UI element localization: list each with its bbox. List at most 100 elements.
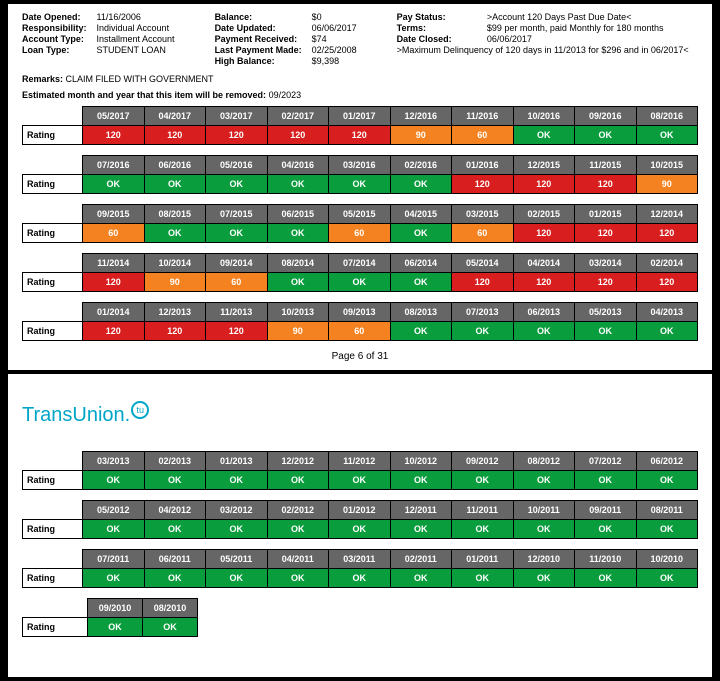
rating-cell: OK	[144, 224, 206, 243]
rating-cell: 60	[83, 224, 145, 243]
month-header: 10/2011	[513, 501, 575, 520]
rating-block: 09/201508/201507/201506/201505/201504/20…	[22, 204, 698, 243]
rating-cell: OK	[88, 618, 143, 637]
rating-cell: 60	[452, 224, 514, 243]
rating-table: 07/201106/201105/201104/201103/201102/20…	[22, 549, 698, 588]
rating-cell: OK	[390, 520, 452, 539]
rating-table: 09/201008/2010RatingOKOK	[22, 598, 198, 637]
row-label: Rating	[23, 569, 83, 588]
month-header: 12/2010	[513, 550, 575, 569]
month-header: 10/2015	[636, 156, 698, 175]
info-value: Individual Account	[97, 23, 175, 33]
month-header: 08/2012	[513, 452, 575, 471]
month-header: 10/2014	[144, 254, 206, 273]
rating-cell: OK	[206, 520, 268, 539]
month-header: 11/2013	[206, 303, 268, 322]
month-header: 06/2013	[513, 303, 575, 322]
info-value: 02/25/2008	[312, 45, 357, 55]
rating-cell: OK	[513, 471, 575, 490]
month-header: 08/2011	[636, 501, 698, 520]
rating-cell: OK	[329, 520, 391, 539]
table-corner	[23, 599, 88, 618]
table-corner	[23, 452, 83, 471]
remarks-label: Remarks:	[22, 74, 63, 84]
rating-cell: 60	[329, 322, 391, 341]
month-header: 01/2011	[452, 550, 514, 569]
month-header: 04/2015	[390, 205, 452, 224]
info-value: >Account 120 Days Past Due Date<	[487, 12, 689, 22]
rating-cell: 120	[267, 126, 329, 145]
rating-cell: OK	[206, 175, 268, 194]
info-value: 06/06/2017	[312, 23, 357, 33]
rating-cell: 120	[513, 273, 575, 292]
rating-cell: OK	[267, 224, 329, 243]
rating-block: 07/201106/201105/201104/201103/201102/20…	[22, 549, 698, 588]
rating-block: 05/201704/201703/201702/201701/201712/20…	[22, 106, 698, 145]
page-footer: Page 6 of 31	[22, 351, 698, 362]
info-label: Loan Type:	[22, 45, 87, 55]
month-header: 01/2015	[575, 205, 637, 224]
month-header: 11/2011	[452, 501, 514, 520]
row-label: Rating	[23, 273, 83, 292]
rating-cell: OK	[390, 569, 452, 588]
row-label: Rating	[23, 175, 83, 194]
month-header: 01/2017	[329, 107, 391, 126]
info-value: 11/16/2006	[97, 12, 175, 22]
rating-cell: OK	[513, 126, 575, 145]
month-header: 11/2016	[452, 107, 514, 126]
report-page-1: Date Opened:11/16/2006Responsibility:Ind…	[8, 4, 712, 370]
month-header: 08/2013	[390, 303, 452, 322]
month-header: 05/2011	[206, 550, 268, 569]
month-header: 05/2015	[329, 205, 391, 224]
rating-table: 05/201204/201203/201202/201201/201212/20…	[22, 500, 698, 539]
month-header: 11/2014	[83, 254, 145, 273]
table-corner	[23, 107, 83, 126]
rating-cell: 120	[452, 175, 514, 194]
rating-cell: OK	[267, 520, 329, 539]
month-header: 05/2016	[206, 156, 268, 175]
row-label: Rating	[23, 471, 83, 490]
rating-table: 03/201302/201301/201312/201211/201210/20…	[22, 451, 698, 490]
month-header: 02/2014	[636, 254, 698, 273]
row-label: Rating	[23, 520, 83, 539]
month-header: 06/2011	[144, 550, 206, 569]
rating-blocks-page2: 03/201302/201301/201312/201211/201210/20…	[22, 451, 698, 637]
month-header: 04/2014	[513, 254, 575, 273]
table-corner	[23, 254, 83, 273]
rating-cell: 120	[636, 224, 698, 243]
rating-cell: 120	[575, 273, 637, 292]
month-header: 03/2016	[329, 156, 391, 175]
month-header: 12/2011	[390, 501, 452, 520]
month-header: 09/2013	[329, 303, 391, 322]
rating-cell: 120	[83, 126, 145, 145]
table-corner	[23, 156, 83, 175]
rating-cell: 60	[206, 273, 268, 292]
rating-cell: OK	[329, 273, 391, 292]
info-col-2: Balance:$0Date Updated:06/06/2017Payment…	[215, 12, 357, 66]
rating-cell: OK	[206, 569, 268, 588]
month-header: 02/2012	[267, 501, 329, 520]
month-header: 01/2012	[329, 501, 391, 520]
info-label: Date Closed:	[397, 34, 477, 44]
rating-cell: OK	[452, 322, 514, 341]
month-header: 01/2016	[452, 156, 514, 175]
rating-cell: 120	[575, 224, 637, 243]
month-header: 09/2012	[452, 452, 514, 471]
info-value: $74	[312, 34, 357, 44]
rating-cell: 120	[206, 322, 268, 341]
rating-cell: 120	[206, 126, 268, 145]
logo-text: TransUnion	[22, 404, 125, 427]
month-header: 09/2015	[83, 205, 145, 224]
remarks-value: CLAIM FILED WITH GOVERNMENT	[66, 74, 214, 84]
info-value: $99 per month, paid Monthly for 180 mont…	[487, 23, 689, 33]
rating-block: 11/201410/201409/201408/201407/201406/20…	[22, 253, 698, 292]
rating-cell: 120	[452, 273, 514, 292]
month-header: 07/2011	[83, 550, 145, 569]
rating-cell: OK	[267, 273, 329, 292]
month-header: 12/2016	[390, 107, 452, 126]
rating-cell: OK	[329, 175, 391, 194]
rating-block: 07/201606/201605/201604/201603/201602/20…	[22, 155, 698, 194]
month-header: 03/2015	[452, 205, 514, 224]
month-header: 03/2011	[329, 550, 391, 569]
info-col-3: Pay Status:>Account 120 Days Past Due Da…	[397, 12, 689, 66]
